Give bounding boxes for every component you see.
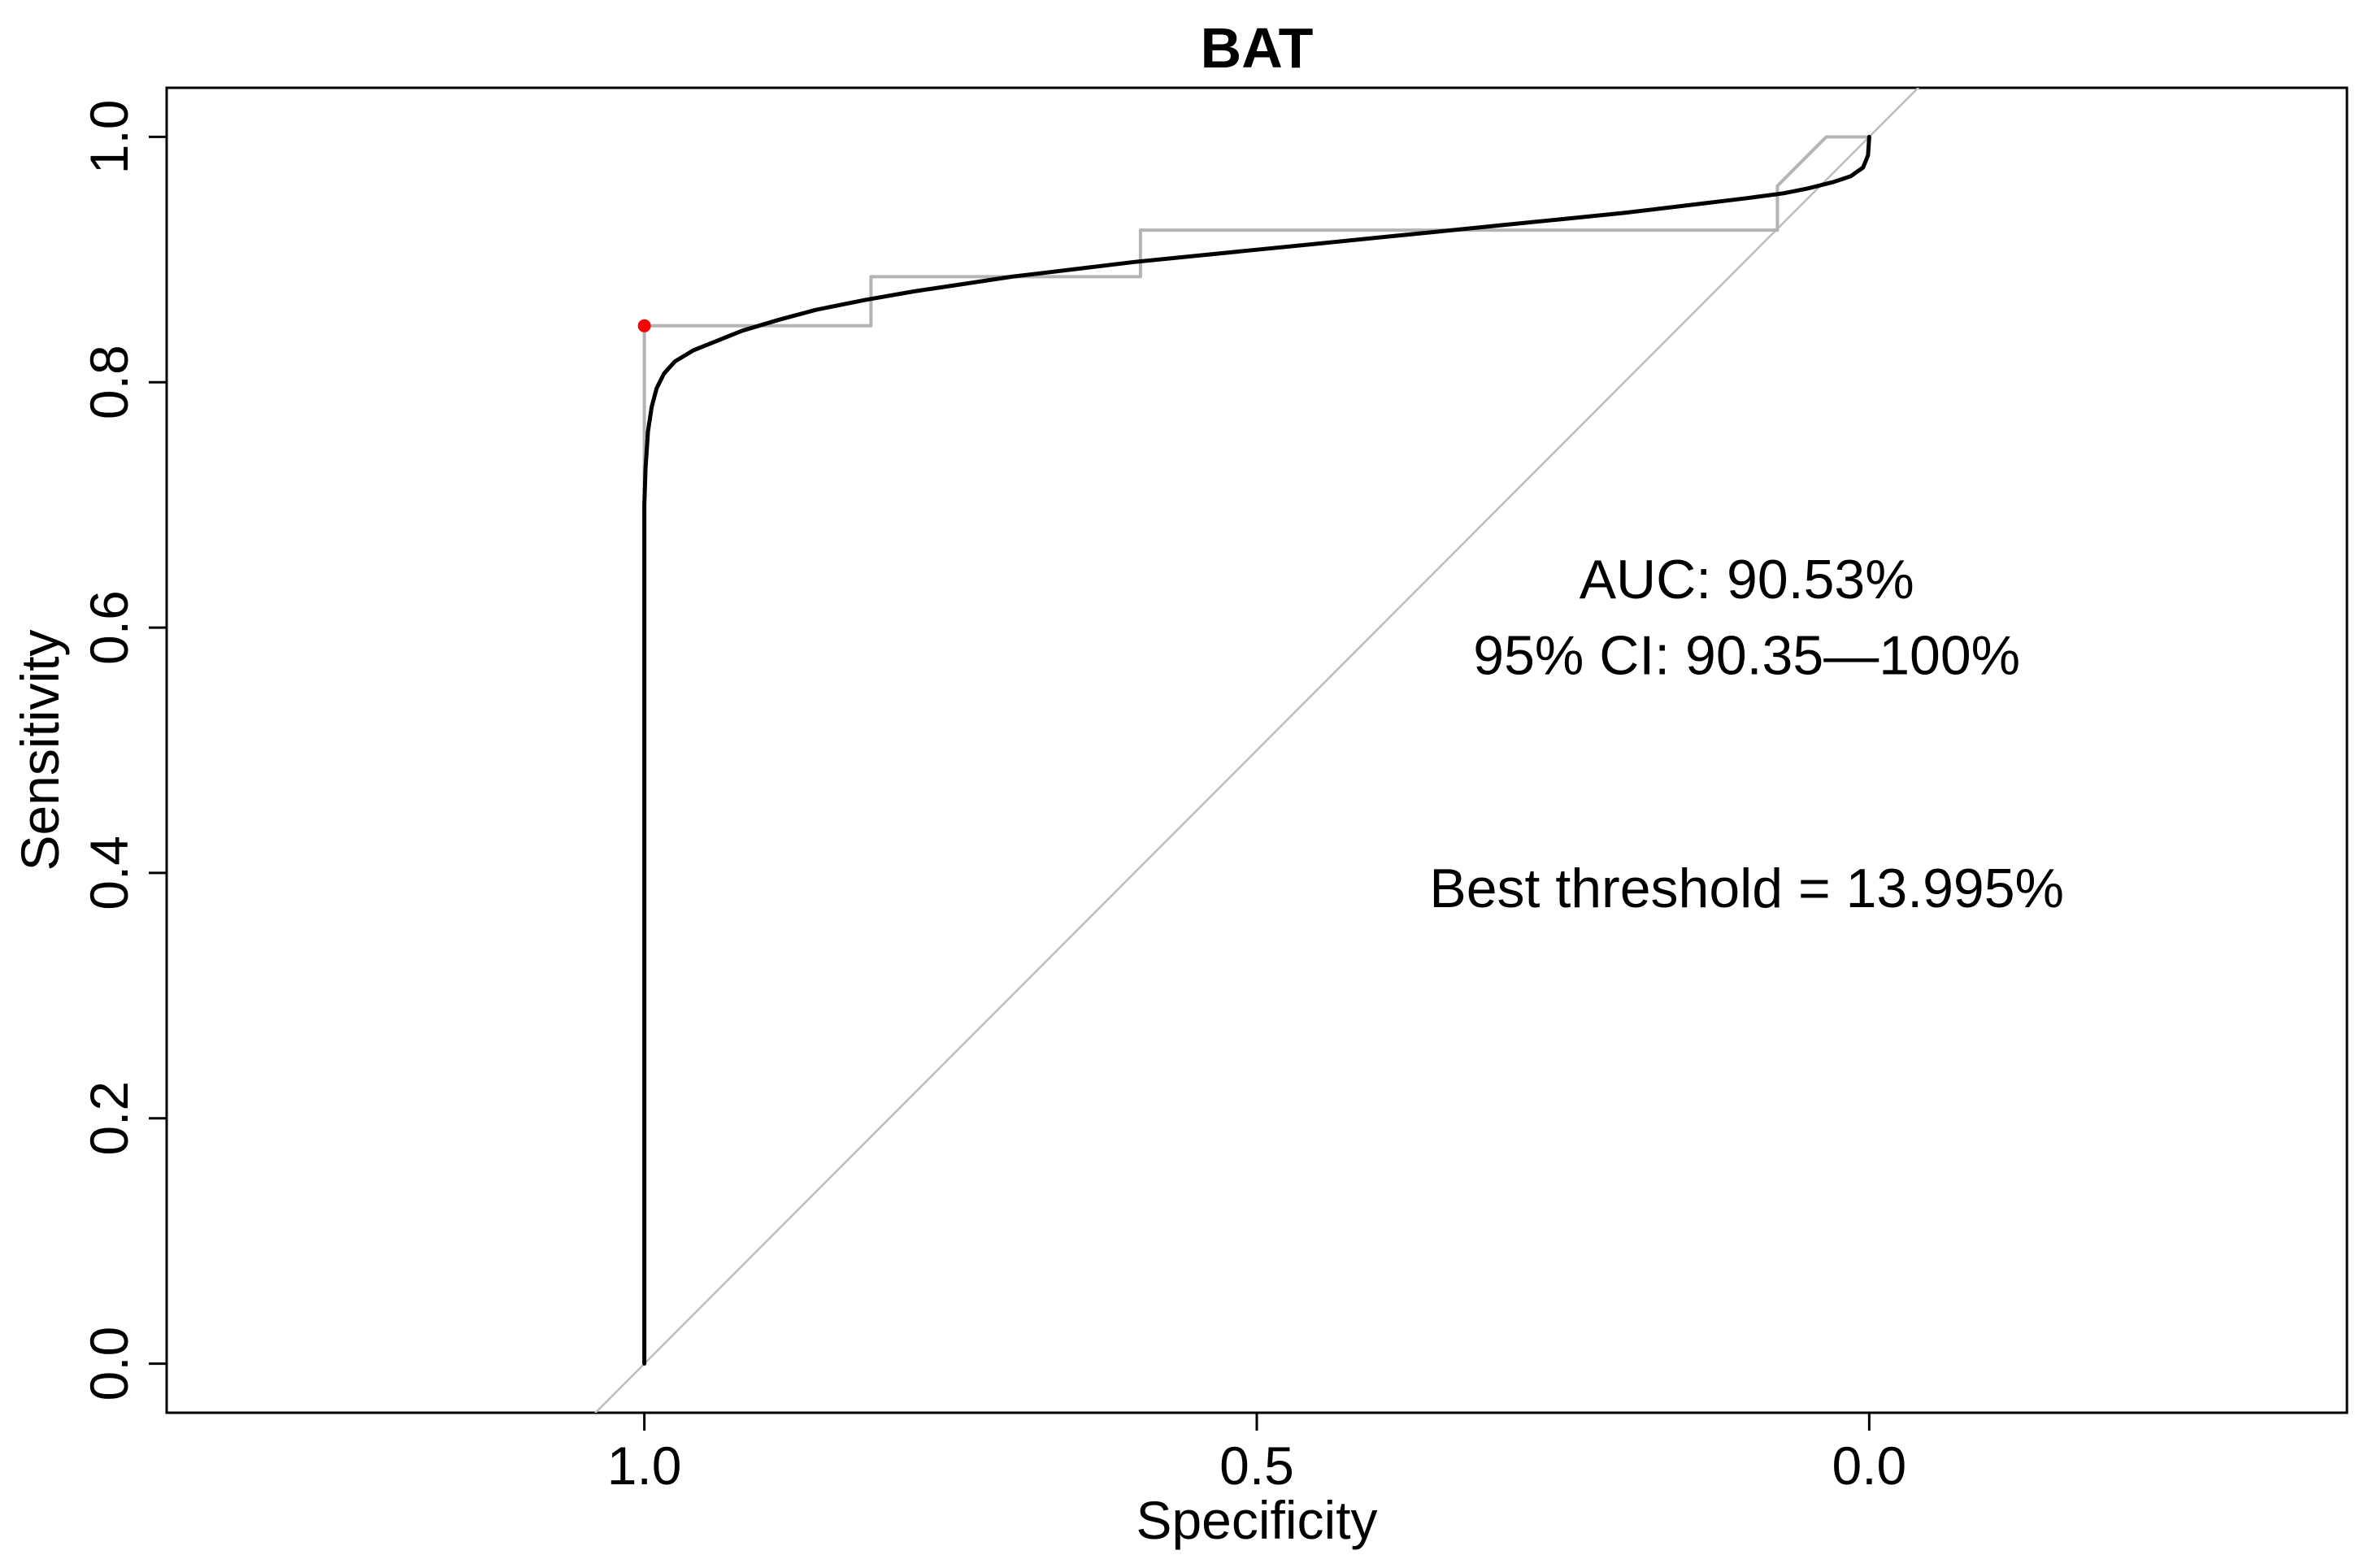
best-threshold-point (637, 319, 651, 332)
annotation-ci: 95% CI: 90.35—100% (1473, 624, 2020, 686)
y-axis-label: Sensitivity (10, 629, 70, 871)
x-tick-label: 0.5 (1219, 1436, 1294, 1496)
y-tick-label: 0.6 (79, 590, 139, 665)
y-tick-label: 0.8 (79, 345, 139, 419)
x-tick-label: 1.0 (607, 1436, 682, 1496)
smoothed-roc-line (642, 134, 1871, 1366)
x-tick-label: 0.0 (1832, 1436, 1906, 1496)
y-tick-label: 0.0 (79, 1327, 139, 1401)
y-tick-label: 0.4 (79, 836, 139, 910)
x-axis: 1.0 0.5 0.0 (607, 1411, 1906, 1496)
annotation-layer: AUC: 90.53% 95% CI: 90.35—100% Best thresh… (1429, 549, 2064, 919)
annotation-best: Best threshold = 13.995% (1429, 858, 2064, 919)
annotation-auc: AUC: 90.53% (1580, 549, 1914, 610)
plot-layer (594, 88, 1919, 1413)
chart-title: BAT (1201, 16, 1314, 80)
reference-diagonal-line (594, 88, 1919, 1413)
x-axis-label: Specificity (1136, 1490, 1377, 1550)
y-tick-label: 1.0 (79, 99, 139, 174)
y-axis: 0.0 0.2 0.4 0.6 0.8 1.0 (79, 99, 168, 1401)
y-tick-label: 0.2 (79, 1081, 139, 1156)
